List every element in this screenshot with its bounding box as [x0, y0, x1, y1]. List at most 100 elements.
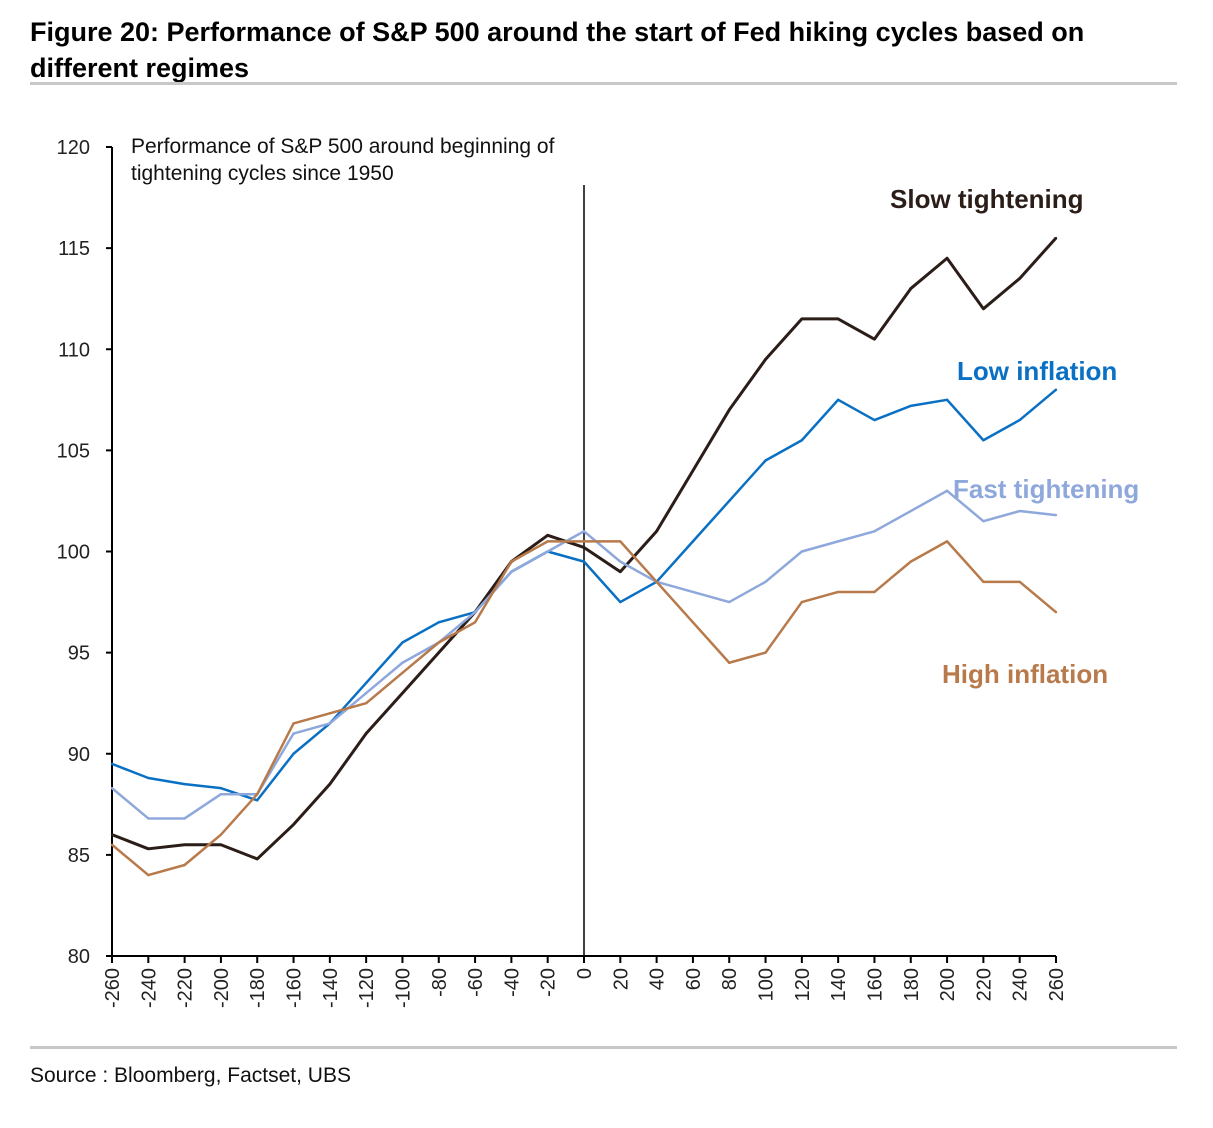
data-point — [110, 843, 114, 846]
x-tick-label: 60 — [683, 968, 705, 990]
data-point — [147, 817, 150, 820]
figure-title: Figure 20: Performance of S&P 500 around… — [30, 17, 1085, 83]
data-point — [619, 540, 622, 543]
x-tick-label: 260 — [1046, 968, 1068, 1001]
data-point — [256, 793, 259, 796]
x-tick-label: 240 — [1010, 968, 1032, 1001]
x-tick-label: 180 — [901, 968, 923, 1001]
x-tick-label: -180 — [247, 968, 269, 1008]
data-point — [619, 570, 622, 573]
data-point — [147, 776, 150, 780]
x-tick-label: -240 — [138, 968, 160, 1008]
data-point — [873, 530, 876, 533]
data-point — [1054, 513, 1058, 517]
data-point — [328, 722, 332, 725]
data-point — [401, 661, 404, 664]
data-point — [836, 540, 840, 543]
data-point — [619, 560, 622, 563]
chart-subtitle: tightening cycles since 1950 — [131, 162, 394, 185]
data-point — [219, 793, 223, 796]
data-point — [909, 404, 912, 408]
x-tick-label: 220 — [973, 968, 995, 1001]
data-point — [510, 560, 513, 563]
data-point — [800, 439, 804, 442]
series-label: Slow tightening — [890, 184, 1084, 214]
data-point — [473, 610, 477, 614]
data-point — [873, 418, 876, 422]
source-note: Source : Bloomberg, Factset, UBS — [30, 1064, 351, 1087]
x-tick-label: 0 — [574, 968, 596, 979]
data-point — [437, 651, 440, 654]
y-tick-label: 100 — [57, 542, 90, 564]
data-point — [691, 540, 695, 543]
data-point — [1018, 277, 1021, 280]
y-tick-label: 120 — [57, 137, 90, 159]
y-tick-label: 110 — [58, 339, 90, 361]
series-label: High inflation — [942, 659, 1108, 689]
data-point — [183, 817, 186, 820]
data-point — [764, 459, 767, 462]
data-point — [292, 732, 295, 735]
data-point — [546, 540, 549, 543]
x-tick-label: 160 — [864, 968, 886, 1001]
bottom-rule — [30, 1046, 1177, 1049]
data-point — [328, 712, 332, 715]
data-point — [800, 317, 804, 321]
data-point — [256, 799, 259, 802]
data-point — [364, 691, 368, 695]
data-point — [510, 570, 513, 573]
data-point — [364, 681, 368, 685]
data-point — [110, 833, 114, 836]
data-point — [764, 580, 767, 584]
data-point — [655, 530, 658, 533]
series-label: Low inflation — [957, 356, 1117, 386]
x-tick-label: -220 — [175, 968, 197, 1008]
x-tick-label: 40 — [647, 968, 669, 990]
x-tick-label: -160 — [284, 968, 306, 1008]
top-rule — [30, 82, 1177, 85]
data-point — [1018, 509, 1021, 513]
data-point — [945, 540, 949, 543]
data-point — [364, 701, 368, 705]
data-point — [945, 489, 949, 493]
data-point — [728, 408, 731, 412]
x-tick-label: 140 — [828, 968, 850, 1001]
data-point — [364, 732, 368, 735]
x-tick-label: -80 — [429, 968, 451, 997]
y-tick-label: 85 — [68, 845, 90, 867]
data-point — [619, 600, 622, 604]
x-tick-label: 80 — [719, 968, 741, 990]
data-point — [800, 600, 804, 604]
data-point — [945, 257, 949, 260]
data-point — [1018, 580, 1021, 584]
data-point — [800, 550, 804, 553]
data-point — [401, 691, 404, 695]
data-point — [219, 843, 223, 846]
data-point — [836, 398, 840, 402]
x-tick-label: -20 — [538, 968, 560, 997]
data-point — [1054, 236, 1058, 240]
data-point — [982, 580, 985, 584]
data-point — [183, 782, 186, 786]
data-point — [292, 752, 295, 755]
data-point — [728, 600, 731, 604]
data-point — [909, 287, 912, 290]
data-point — [691, 621, 695, 624]
data-point — [982, 307, 985, 310]
data-point — [691, 590, 695, 594]
data-point — [437, 641, 440, 644]
data-point — [1018, 418, 1021, 422]
data-point — [873, 337, 876, 341]
data-point — [292, 823, 295, 826]
data-point — [582, 540, 586, 543]
y-tick-label: 80 — [68, 946, 90, 968]
x-tick-label: 100 — [756, 968, 778, 1001]
x-tick-label: -120 — [356, 968, 378, 1008]
data-point — [110, 786, 114, 790]
data-point — [183, 863, 186, 867]
data-point — [1054, 388, 1058, 391]
data-point — [655, 580, 658, 584]
x-tick-label: -260 — [102, 968, 124, 1008]
data-point — [582, 560, 586, 563]
